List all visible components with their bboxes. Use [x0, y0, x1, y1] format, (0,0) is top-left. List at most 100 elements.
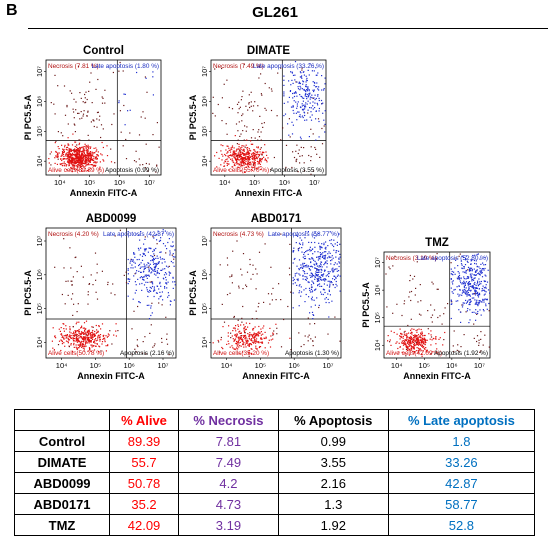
table-header-apoptosis: % Apoptosis [277, 409, 389, 431]
dot-plot-svg: TMZ Necrosis (3.19 %)Late apoptosis (52.8… [361, 237, 491, 381]
y-axis-label: PI PC5.5-A [361, 282, 371, 328]
table-header-late-apoptosis: % Late apoptosis [387, 409, 536, 431]
table-header-alive: % Alive [108, 409, 180, 431]
y-axis-label: PI PC5.5-A [188, 270, 198, 316]
x-tick-label: 10⁶ [114, 178, 125, 187]
quadrant-label-necrosis: Necrosis (3.19 %) [386, 255, 437, 262]
x-tick-label: 10⁷ [474, 361, 485, 370]
x-tick-label: 10⁴ [219, 178, 231, 187]
quadrant-label-alive: Alive cells(89.39 %) [48, 167, 104, 174]
table-cell-late-apoptosis: 1.8 [387, 430, 536, 452]
table-cell-apoptosis: 1.92 [277, 514, 389, 536]
quadrant-label-late-apoptosis: Late apoptosis (1.80 %) [92, 63, 160, 70]
y-tick-label: 10⁶ [200, 269, 209, 280]
dot-plot-svg: ABD0099 Necrosis (4.20 %) Late apoptosis (… [23, 213, 177, 381]
quadrant-label-late-apoptosis: Late apoptosis (58.77 %) [268, 231, 339, 238]
cell-dots [51, 229, 176, 356]
table-row-label: TMZ [14, 514, 110, 536]
quadrant-label-apoptosis: Apoptosis (2.16 %) [120, 350, 174, 357]
y-tick-label: 10⁴ [373, 339, 382, 351]
y-tick-label: 10⁶ [373, 284, 382, 295]
table-header-necrosis: % Necrosis [178, 409, 279, 431]
y-tick-label: 10⁶ [35, 96, 44, 107]
quadrant-label-necrosis: Necrosis (7.81 %) [48, 63, 99, 70]
y-axis-label: PI PC5.5-A [23, 270, 33, 316]
summary-table: % Alive % Necrosis % Apoptosis % Late ap… [14, 409, 536, 536]
x-tick-label: 10⁴ [221, 361, 233, 370]
x-tick-label: 10⁴ [56, 361, 68, 370]
y-tick-label: 10⁷ [200, 235, 209, 246]
x-tick-label: 10⁷ [157, 361, 168, 370]
x-axis-label: Annexin FITC-A [242, 371, 310, 381]
x-tick-label: 10⁶ [288, 361, 299, 370]
table-row: TMZ 42.09 3.19 1.92 52.8 [14, 514, 536, 536]
y-tick-label: 10⁵ [35, 303, 44, 314]
table-cell-late-apoptosis: 52.8 [387, 514, 536, 536]
x-tick-label: 10⁶ [123, 361, 134, 370]
table-cell-apoptosis: 3.55 [277, 451, 389, 473]
dot-plot-svg: Control Necrosis (7.81 %)Late apoptosis (… [23, 45, 162, 198]
table-header-empty [14, 409, 110, 431]
x-axis-label: Annexin FITC-A [403, 371, 471, 381]
x-tick-label: 10⁴ [54, 178, 66, 187]
table-row-label: DIMATE [14, 451, 110, 473]
y-tick-label: 10⁴ [200, 155, 209, 167]
quadrant-label-necrosis: Necrosis (7.49 %) [213, 63, 264, 70]
plot-title: TMZ [425, 237, 449, 249]
table-cell-alive: 50.78 [108, 472, 180, 494]
x-tick-label: 10⁵ [419, 361, 430, 370]
plot-title: Control [83, 45, 124, 57]
table-row: ABD0171 35.2 4.73 1.3 58.77 [14, 493, 536, 515]
x-tick-label: 10⁶ [446, 361, 457, 370]
quadrant-label-late-apoptosis: Late apoptosis (42.87 %) [103, 231, 174, 238]
y-tick-label: 10⁵ [200, 303, 209, 314]
x-tick-label: 10⁶ [279, 178, 290, 187]
y-tick-label: 10⁴ [35, 155, 44, 167]
panel-letter: B [6, 2, 18, 19]
table-row-label: Control [14, 430, 110, 452]
x-tick-label: 10⁷ [309, 178, 320, 187]
quadrant-label-apoptosis: Apoptosis (3.55 %) [270, 167, 324, 174]
y-tick-label: 10⁷ [373, 257, 382, 268]
x-tick-label: 10⁵ [249, 178, 260, 187]
x-tick-label: 10⁴ [391, 361, 403, 370]
table-cell-late-apoptosis: 33.26 [387, 451, 536, 473]
quadrant-label-alive: Alive cells(35.20 %) [213, 350, 269, 357]
y-tick-label: 10⁵ [373, 312, 382, 323]
x-tick-label: 10⁷ [144, 178, 155, 187]
dot-plot-svg: DIMATE Necrosis (7.49 %)Late apoptosis (3… [188, 45, 327, 198]
quadrant-label-alive: Alive cells(50.78 %) [48, 350, 104, 357]
quadrant-label-late-apoptosis: Late apoptosis (33.26 %) [253, 63, 324, 70]
table-cell-apoptosis: 1.3 [277, 493, 389, 515]
table-cell-necrosis: 3.19 [178, 514, 279, 536]
quadrant-label-apoptosis: Apoptosis (0.99 %) [105, 167, 159, 174]
cell-dots [48, 61, 160, 174]
table-cell-late-apoptosis: 58.77 [387, 493, 536, 515]
table-cell-alive: 89.39 [108, 430, 180, 452]
quadrant-label-apoptosis: Apoptosis (1.30 %) [285, 350, 339, 357]
quadrant-label-alive: Alive cells(55.70 %) [213, 167, 269, 174]
plot-frame [383, 251, 491, 359]
x-tick-label: 10⁷ [322, 361, 333, 370]
figure-title: GL261 [252, 4, 298, 21]
y-tick-label: 10⁷ [200, 66, 209, 77]
y-tick-label: 10⁷ [35, 235, 44, 246]
x-tick-label: 10⁵ [84, 178, 95, 187]
quadrant-label-late-apoptosis: Late apoptosis (52.80 %) [417, 255, 488, 262]
quadrant-label-alive: Alive cells(42.09 %) [386, 350, 442, 357]
table-cell-necrosis: 4.2 [178, 472, 279, 494]
x-axis-label: Annexin FITC-A [70, 188, 138, 198]
table-cell-alive: 55.7 [108, 451, 180, 473]
y-tick-label: 10⁶ [35, 269, 44, 280]
table-header-row: % Alive % Necrosis % Apoptosis % Late ap… [14, 409, 536, 431]
table-row: DIMATE 55.7 7.49 3.55 33.26 [14, 451, 536, 473]
plot-abd0171: ABD0171 Necrosis (4.73 %) Late apoptosis (… [188, 213, 342, 381]
plot-dimate: DIMATE Necrosis (7.49 %) Late apoptosis (3… [188, 45, 327, 198]
table-cell-necrosis: 7.49 [178, 451, 279, 473]
table-cell-necrosis: 7.81 [178, 430, 279, 452]
plot-abd0099: ABD0099 Necrosis (4.20 %) Late apoptosis (… [23, 213, 177, 381]
y-tick-label: 10⁵ [35, 126, 44, 137]
table-cell-necrosis: 4.73 [178, 493, 279, 515]
plot-tmz: TMZ Necrosis (3.19 %) Late apoptosis (52.8… [361, 237, 491, 381]
cell-dots [212, 61, 326, 175]
